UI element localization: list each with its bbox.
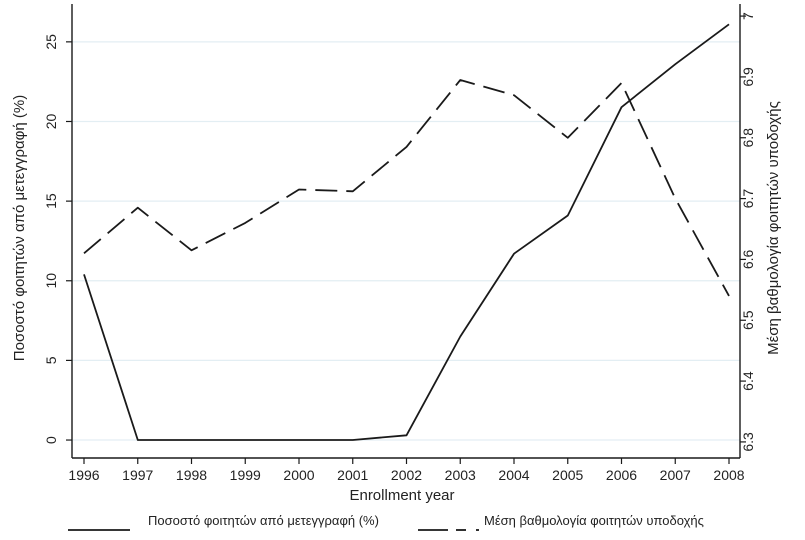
data-point-series-1 [404, 433, 409, 438]
data-point-series-2 [189, 248, 194, 253]
right-tick-label: 6.6 [740, 249, 756, 269]
data-point-series-1 [135, 438, 140, 443]
right-tick-label: 6.4 [740, 371, 756, 391]
right-tick-label: 6.7 [740, 189, 756, 209]
left-tick-label: 5 [43, 356, 59, 364]
data-point-series-1 [565, 213, 570, 218]
legend: Ποσοστό φοιτητών από μετεγγραφή (%) Μέση … [68, 513, 704, 531]
data-point-series-1 [350, 438, 355, 443]
data-point-series-1 [512, 251, 517, 256]
x-tick-label: 2005 [552, 467, 583, 483]
data-point-series-1 [619, 105, 624, 110]
data-point-series-1 [189, 438, 194, 443]
data-point-series-2 [135, 205, 140, 210]
left-tick-label: 25 [43, 34, 59, 50]
axes [66, 4, 746, 464]
x-tick-label: 1997 [122, 467, 153, 483]
axis-labels: 0 5 10 15 20 25 6.3 6.4 6.5 6.6 6.7 6.8 6.9 7 1996 1997… [11, 12, 782, 504]
left-tick-label: 0 [43, 436, 59, 444]
left-axis-title: Ποσοστό φοιτητών από μετεγγραφή (%) [11, 95, 28, 361]
series-line-solid [83, 23, 730, 441]
data-point-series-2 [727, 293, 732, 298]
right-tick-label: 6.8 [740, 128, 756, 148]
series-lines [82, 22, 732, 443]
right-tick-label: 7 [740, 12, 756, 20]
data-point-series-1 [458, 334, 463, 339]
x-tick-label: 2003 [445, 467, 476, 483]
right-axis-title: Μέση βαθμολογία φοιτητών υποδοχής [765, 101, 782, 355]
x-tick-label: 1996 [68, 467, 99, 483]
data-point-series-1 [243, 438, 248, 443]
gridlines [72, 41, 740, 441]
x-tick-label: 2002 [391, 467, 422, 483]
data-point-series-2 [350, 189, 355, 194]
left-tick-label: 10 [43, 273, 59, 289]
legend-label-series-1: Ποσοστό φοιτητών από μετεγγραφή (%) [148, 513, 379, 528]
series-line-dashed [83, 79, 730, 297]
left-tick-label: 20 [43, 113, 59, 129]
data-point-series-2 [458, 77, 463, 82]
x-tick-label: 2004 [498, 467, 529, 483]
right-tick-label: 6.9 [740, 67, 756, 87]
x-tick-label: 1999 [230, 467, 261, 483]
x-tick-label: 2001 [337, 467, 368, 483]
data-point-series-2 [404, 144, 409, 149]
data-point-series-2 [619, 81, 624, 86]
data-point-series-2 [82, 251, 87, 256]
x-tick-label: 1998 [176, 467, 207, 483]
x-axis-title: Enrollment year [349, 487, 454, 504]
data-point-series-1 [297, 438, 302, 443]
data-point-series-1 [673, 62, 678, 67]
x-tick-label: 2008 [713, 467, 744, 483]
right-tick-label: 6.3 [740, 432, 756, 452]
x-tick-label: 2000 [283, 467, 314, 483]
left-tick-label: 15 [43, 193, 59, 209]
data-point-series-1 [727, 22, 732, 27]
right-tick-label: 6.5 [740, 310, 756, 330]
x-tick-label: 2007 [660, 467, 691, 483]
data-point-series-2 [565, 135, 570, 140]
data-point-series-2 [512, 93, 517, 98]
data-point-series-2 [243, 220, 248, 225]
x-tick-label: 2006 [606, 467, 637, 483]
data-point-series-2 [297, 187, 302, 192]
legend-label-series-2: Μέση βαθμολογία φοιτητών υποδοχής [484, 513, 704, 528]
data-point-series-2 [673, 196, 678, 201]
data-point-series-1 [82, 272, 87, 277]
